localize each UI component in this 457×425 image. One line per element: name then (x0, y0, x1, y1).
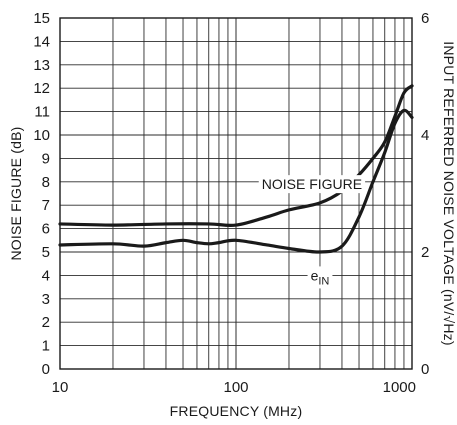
y-tick-label: 5 (42, 244, 50, 261)
x-tick-label: 10 (52, 379, 69, 396)
annotation-label: NOISE FIGURE (262, 176, 362, 192)
annotations: NOISE FIGURE eIN (258, 175, 366, 289)
x-tick-label: 100 (223, 379, 248, 396)
y2-tick-label: 6 (421, 10, 429, 27)
y-tick-label: 7 (42, 197, 50, 214)
series-annotation: eIN (307, 266, 333, 289)
y-tick-label: 0 (42, 361, 50, 378)
series-line-noise-figure (58, 84, 414, 228)
y-tick-label: 8 (42, 174, 50, 191)
y-axis-label: NOISE FIGURE (dB) (8, 126, 24, 260)
plot-frame (59, 17, 413, 370)
y-tick-label: 15 (33, 10, 50, 27)
y2-tick-label: 4 (421, 127, 429, 144)
y-tick-label: 13 (33, 57, 50, 74)
x-tick-label: 1000 (383, 379, 416, 396)
y-tick-label: 11 (34, 104, 50, 121)
y-tick-label: 6 (42, 221, 50, 238)
x-axis-label: FREQUENCY (MHz) (170, 403, 303, 419)
y-tick-label: 2 (42, 314, 50, 331)
y-tick-label: 9 (42, 150, 50, 167)
y2-axis-label: INPUT REFERRED NOISE VOLTAGE (nV/√Hz) (441, 41, 457, 345)
y-tick-label: 10 (33, 127, 50, 144)
x-tick-labels: 10 100 1000 (52, 379, 416, 396)
series-annotation: NOISE FIGURE (258, 175, 366, 194)
series-line-ein (58, 108, 414, 254)
y2-tick-label: 2 (421, 244, 429, 261)
annotation-background (258, 175, 366, 194)
grid (60, 18, 412, 369)
y-tick-label: 1 (42, 338, 50, 355)
annotation-background (307, 266, 333, 289)
series-lines (58, 84, 414, 254)
y-tick-label: 12 (33, 80, 50, 97)
y2-tick-label: 0 (421, 361, 429, 378)
y2-tick-labels: 0 2 4 6 (421, 10, 429, 378)
annotation-label: eIN (311, 267, 330, 287)
y-tick-label: 14 (33, 33, 50, 50)
y-tick-label: 4 (42, 267, 50, 284)
y-tick-label: 3 (42, 291, 50, 308)
